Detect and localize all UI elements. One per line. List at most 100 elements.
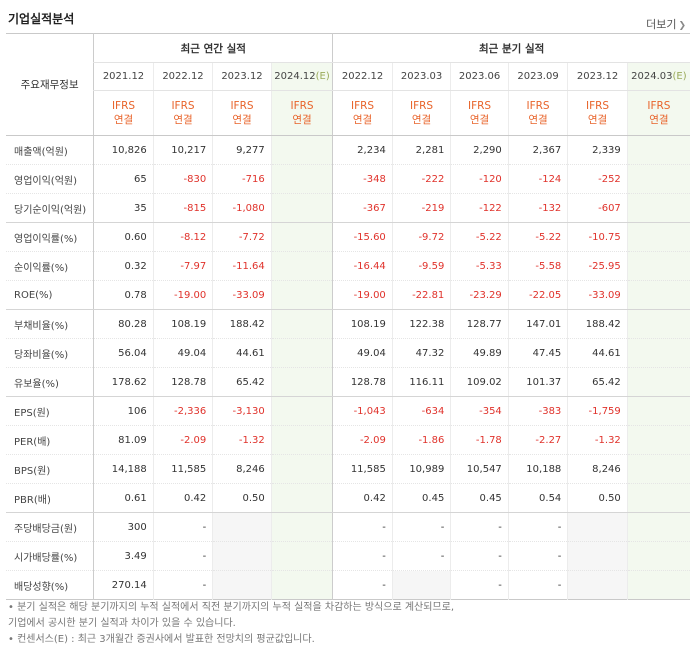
data-cell: -: [507, 512, 568, 542]
data-cell: -23.29: [450, 280, 509, 310]
data-cell: 109.02: [450, 367, 509, 397]
row-label: 영업이익(억원): [6, 164, 94, 194]
data-cell: 44.61: [212, 338, 272, 368]
data-cell: 0.78: [93, 280, 154, 310]
data-cell: 47.32: [391, 338, 451, 368]
data-cell: -9.59: [391, 251, 451, 281]
data-cell: -716: [212, 164, 272, 194]
financial-summary-table: 주요재무정보 최근 연간 실적 최근 분기 실적 2021.12 2022.12 2023…: [6, 33, 690, 600]
data-cell: 128.77: [450, 309, 509, 339]
data-cell: 8,246: [212, 454, 272, 484]
footnote-line: • 컨센서스(E) : 최근 3개월간 증권사에서 발표한 전망치의 평균값입니…: [8, 634, 315, 645]
data-cell: [270, 541, 333, 571]
data-cell: [270, 454, 333, 484]
accounting-basis-header: IFRS 연결: [626, 90, 690, 136]
data-cell: -1,080: [212, 193, 272, 223]
data-cell: 270.14: [93, 570, 154, 600]
data-cell: 147.01: [507, 309, 568, 339]
data-cell: 128.78: [152, 367, 213, 397]
data-cell: [626, 512, 690, 542]
accounting-basis-header: IFRS 연결: [391, 90, 451, 136]
row-label: 부채비율(%): [6, 309, 94, 339]
data-cell: [270, 135, 333, 165]
table-row: BPS(원) 14,188 11,585 8,246 11,585 10,989 10,54…: [6, 454, 690, 484]
data-cell: -19.00: [152, 280, 213, 310]
row-label: 매출액(억원): [6, 135, 94, 165]
data-cell: -634: [391, 396, 451, 426]
basis-label: IFRS: [111, 100, 136, 112]
basis-sublabel: 연결: [469, 114, 490, 126]
data-cell: [626, 338, 690, 368]
data-cell: 178.62: [93, 367, 154, 397]
data-cell: -383: [507, 396, 568, 426]
data-cell: -: [332, 512, 393, 542]
data-cell: [270, 483, 333, 513]
data-cell: 300: [93, 512, 154, 542]
data-cell: 0.42: [332, 483, 393, 513]
row-label: 배당성향(%): [6, 570, 94, 600]
data-cell: -1,043: [332, 396, 393, 426]
table-row: 배당성향(%) 270.14- - - -: [6, 570, 690, 600]
more-link[interactable]: 더보기 ❯: [646, 16, 686, 32]
data-cell: [270, 425, 333, 455]
data-cell: -: [450, 541, 509, 571]
table-row: 당좌비율(%) 56.04 49.04 44.61 49.04 47.32 49.89 47.…: [6, 338, 690, 368]
data-cell: -124: [507, 164, 568, 194]
footnote-line: • 분기 실적은 해당 분기까지의 누적 실적에서 직전 분기까지의 누적 실적…: [8, 602, 455, 613]
data-cell: 0.45: [450, 483, 509, 513]
data-cell: -8.12: [152, 222, 213, 252]
table-row: 매출액(억원) 10,826 10,217 9,277 2,234 2,281 2,290 2…: [6, 135, 690, 165]
data-cell: -19.00: [332, 280, 393, 310]
data-cell: -120: [450, 164, 509, 194]
accounting-basis-header: IFRS 연결: [450, 90, 509, 136]
data-cell: -122: [450, 193, 509, 223]
table-row: EPS(원) 106 -2,336 -3,130 -1,043 -634 -354 -383-…: [6, 396, 690, 426]
section-header: 기업실적분석 더보기 ❯: [6, 6, 690, 32]
data-cell: [212, 512, 272, 542]
data-cell: [626, 222, 690, 252]
data-cell: [270, 367, 333, 397]
data-cell: -1.78: [450, 425, 509, 455]
data-cell: 65.42: [212, 367, 272, 397]
data-cell: 10,826: [93, 135, 154, 165]
data-cell: -: [507, 570, 568, 600]
row-label: 시가배당률(%): [6, 541, 94, 571]
data-cell: 116.11: [391, 367, 451, 397]
data-cell: 0.61: [93, 483, 154, 513]
data-cell: 11,585: [152, 454, 213, 484]
data-cell: [391, 570, 451, 600]
data-cell: 49.04: [332, 338, 393, 368]
estimate-mark: (E): [315, 71, 330, 82]
data-cell: -348: [332, 164, 393, 194]
data-cell: 10,217: [152, 135, 213, 165]
data-cell: [626, 367, 690, 397]
data-cell: -1.32: [212, 425, 272, 455]
period-header: 2023.06: [450, 62, 509, 91]
data-cell: 2,367: [507, 135, 568, 165]
data-cell: -5.58: [507, 251, 568, 281]
data-cell: [270, 193, 333, 223]
data-cell: -5.22: [507, 222, 568, 252]
data-cell: [212, 541, 272, 571]
data-cell: -815: [152, 193, 213, 223]
data-cell: 44.61: [567, 338, 628, 368]
basis-sublabel: 연결: [649, 114, 669, 126]
data-cell: 10,989: [391, 454, 451, 484]
row-label: 유보율(%): [6, 367, 94, 397]
period-header: 2023.03: [391, 62, 451, 91]
data-cell: -: [332, 570, 393, 600]
data-cell: 65: [93, 164, 154, 194]
data-cell: -: [152, 512, 213, 542]
data-cell: -16.44: [332, 251, 393, 281]
data-cell: 0.32: [93, 251, 154, 281]
row-label: ROE(%): [6, 280, 94, 310]
basis-label: IFRS: [585, 100, 610, 112]
data-cell: 0.60: [93, 222, 154, 252]
basis-sublabel: 연결: [232, 114, 252, 126]
data-cell: 8,246: [567, 454, 628, 484]
basis-sublabel: 연결: [528, 114, 548, 126]
data-cell: -2.27: [507, 425, 568, 455]
data-cell: -219: [391, 193, 451, 223]
section-title: 기업실적분석: [8, 12, 75, 26]
table-row: 시가배당률(%) 3.49- - - - -: [6, 541, 690, 571]
